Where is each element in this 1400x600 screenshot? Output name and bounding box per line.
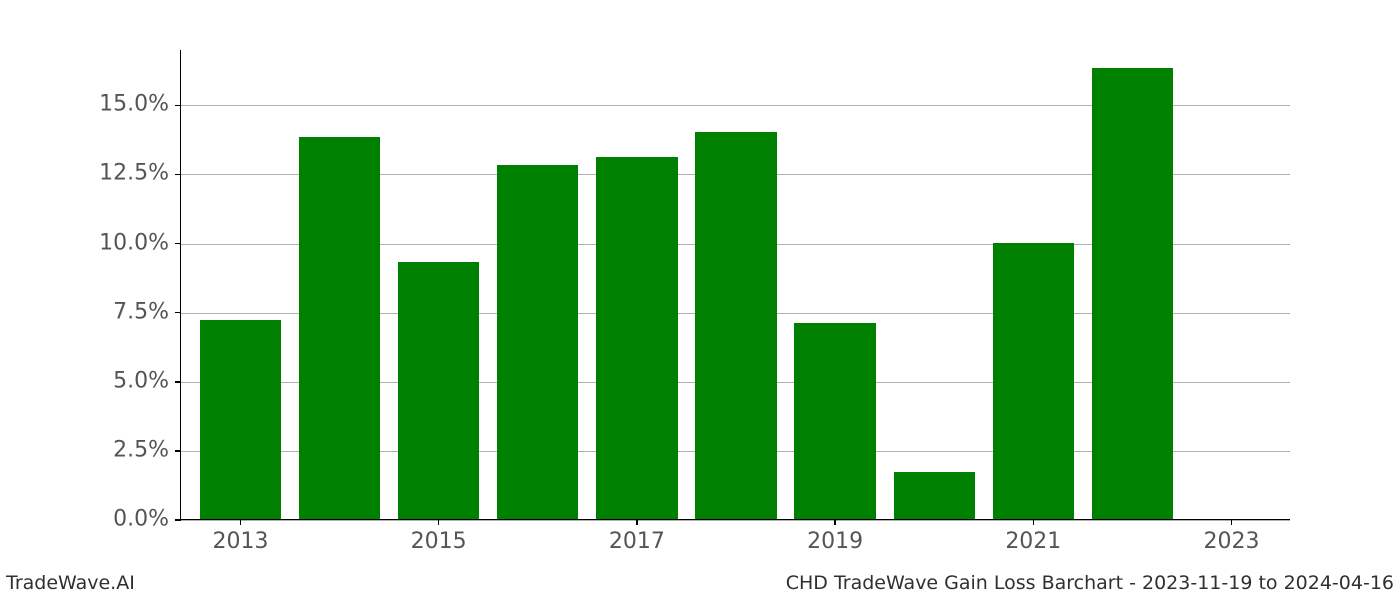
bar	[695, 132, 776, 519]
x-tick-mark	[240, 519, 242, 525]
y-tick-label: 5.0%	[113, 368, 169, 393]
x-tick-mark	[1231, 519, 1233, 525]
bar-chart: 0.0%2.5%5.0%7.5%10.0%12.5%15.0%201320152…	[180, 50, 1290, 520]
x-tick-mark	[636, 519, 638, 525]
x-tick-label: 2013	[212, 529, 268, 554]
bar	[299, 137, 380, 519]
y-tick-mark	[175, 105, 181, 107]
y-tick-mark	[175, 312, 181, 314]
y-tick-label: 15.0%	[99, 92, 169, 117]
y-tick-mark	[175, 243, 181, 245]
x-tick-label: 2017	[609, 529, 665, 554]
y-tick-label: 7.5%	[113, 299, 169, 324]
bar	[200, 320, 281, 519]
y-tick-label: 0.0%	[113, 507, 169, 532]
bar	[596, 157, 677, 519]
bar	[794, 323, 875, 519]
x-tick-label: 2023	[1204, 529, 1260, 554]
bar	[1092, 68, 1173, 519]
y-tick-mark	[175, 519, 181, 521]
footer-caption: CHD TradeWave Gain Loss Barchart - 2023-…	[786, 572, 1394, 594]
y-tick-mark	[175, 174, 181, 176]
bar	[894, 472, 975, 519]
y-tick-label: 2.5%	[113, 437, 169, 462]
y-tick-mark	[175, 381, 181, 383]
plot-area: 0.0%2.5%5.0%7.5%10.0%12.5%15.0%201320152…	[180, 50, 1290, 520]
bar	[497, 165, 578, 519]
x-tick-label: 2021	[1005, 529, 1061, 554]
y-tick-mark	[175, 450, 181, 452]
x-tick-mark	[438, 519, 440, 525]
gridline	[181, 520, 1290, 521]
x-tick-label: 2019	[807, 529, 863, 554]
bar	[993, 243, 1074, 519]
x-tick-mark	[834, 519, 836, 525]
bar	[398, 262, 479, 519]
y-tick-label: 10.0%	[99, 230, 169, 255]
footer-brand: TradeWave.AI	[6, 572, 135, 594]
x-tick-mark	[1033, 519, 1035, 525]
x-tick-label: 2015	[411, 529, 467, 554]
y-tick-label: 12.5%	[99, 161, 169, 186]
